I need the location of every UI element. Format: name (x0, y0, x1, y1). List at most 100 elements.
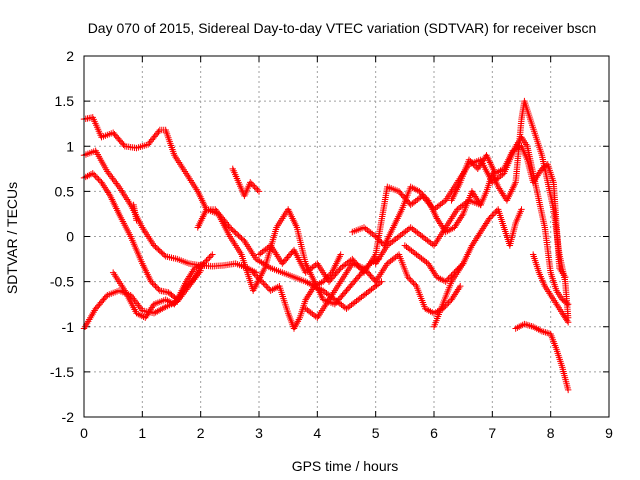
data-points (80, 97, 572, 394)
data-point (420, 192, 427, 200)
data-point (263, 282, 270, 290)
data-point (411, 281, 419, 288)
data-point (373, 234, 381, 242)
data-point (404, 273, 411, 281)
data-point (264, 284, 271, 291)
data-point (152, 131, 160, 139)
data-point (410, 279, 417, 287)
data-point (407, 276, 414, 284)
data-point (336, 266, 343, 273)
data-point (564, 300, 572, 308)
data-point (562, 273, 569, 281)
grid-lines (84, 56, 609, 417)
data-point (151, 133, 158, 140)
data-point (149, 279, 156, 287)
y-tick-label: 1 (66, 138, 74, 154)
data-point (156, 247, 164, 255)
y-axis-label: SDTVAR / TECUs (4, 182, 20, 294)
data-point (406, 275, 413, 282)
data-point (487, 213, 495, 221)
y-tick-label: 0 (66, 229, 74, 245)
plot-border (83, 55, 610, 418)
data-point (423, 195, 430, 203)
data-point (375, 236, 382, 243)
data-point (372, 233, 379, 240)
data-point (233, 231, 241, 238)
data-point (150, 134, 157, 142)
data-point (203, 257, 210, 264)
data-point (261, 281, 269, 288)
y-tick-label: -2 (62, 409, 75, 425)
data-point (249, 182, 257, 189)
series-sat-e (109, 260, 207, 321)
x-tick-label: 4 (313, 425, 321, 441)
y-tick-label: -1 (62, 319, 75, 335)
data-point (153, 284, 161, 291)
series-sat-i (249, 251, 344, 332)
x-tick-label: 9 (605, 425, 613, 441)
data-point (490, 210, 497, 218)
data-point (422, 194, 429, 201)
data-point (102, 293, 110, 300)
data-point (155, 128, 162, 135)
data-point (518, 206, 525, 213)
data-point (232, 229, 239, 237)
data-point (492, 209, 499, 216)
data-point (378, 239, 385, 246)
data-point (416, 188, 423, 195)
data-point (419, 191, 426, 198)
data-point (89, 170, 96, 177)
data-point (252, 185, 260, 192)
data-point (408, 278, 416, 285)
data-point (229, 226, 236, 234)
data-point (255, 188, 263, 195)
data-point (247, 179, 254, 186)
data-point (150, 242, 158, 249)
data-point (91, 171, 98, 179)
data-point (204, 255, 212, 263)
data-point (260, 279, 267, 287)
y-tick-label: 0.5 (55, 183, 75, 199)
axis-ticks: 0 1 2 3 4 5 6 7 8 9 -2 -1.5 -1 -0.5 0 0.5 1 1.5 2 (50, 48, 613, 441)
x-tick-label: 6 (430, 425, 438, 441)
data-point (465, 156, 473, 163)
x-axis-label: GPS time / hours (292, 458, 399, 474)
data-point (470, 161, 477, 168)
series-sat-m (372, 97, 572, 321)
data-point (207, 252, 215, 260)
data-point (489, 212, 496, 219)
data-point (92, 173, 99, 180)
data-point (564, 319, 572, 326)
data-point (150, 281, 158, 288)
series-sat-h (229, 165, 263, 200)
data-point (442, 302, 449, 309)
data-point (251, 270, 258, 278)
data-point (248, 180, 255, 188)
data-point (133, 217, 140, 224)
data-point (442, 278, 449, 285)
data-point (563, 317, 571, 324)
data-point (154, 130, 161, 137)
data-point (319, 278, 327, 285)
data-point (120, 141, 127, 148)
data-point (258, 278, 266, 285)
data-point (155, 285, 162, 293)
data-point (252, 272, 260, 279)
data-point (254, 273, 261, 281)
data-point (443, 276, 451, 284)
series-sat-p (448, 143, 569, 281)
data-point (146, 139, 153, 147)
data-point (254, 186, 261, 194)
y-tick-label: 1.5 (55, 93, 75, 109)
data-point (144, 141, 152, 148)
data-point (445, 299, 452, 306)
data-point (161, 251, 168, 259)
data-point (467, 158, 474, 165)
x-tick-label: 8 (547, 425, 555, 441)
data-point (468, 159, 476, 166)
data-point (148, 136, 156, 143)
data-point (153, 245, 161, 252)
data-point (376, 237, 384, 245)
data-point (255, 275, 263, 282)
